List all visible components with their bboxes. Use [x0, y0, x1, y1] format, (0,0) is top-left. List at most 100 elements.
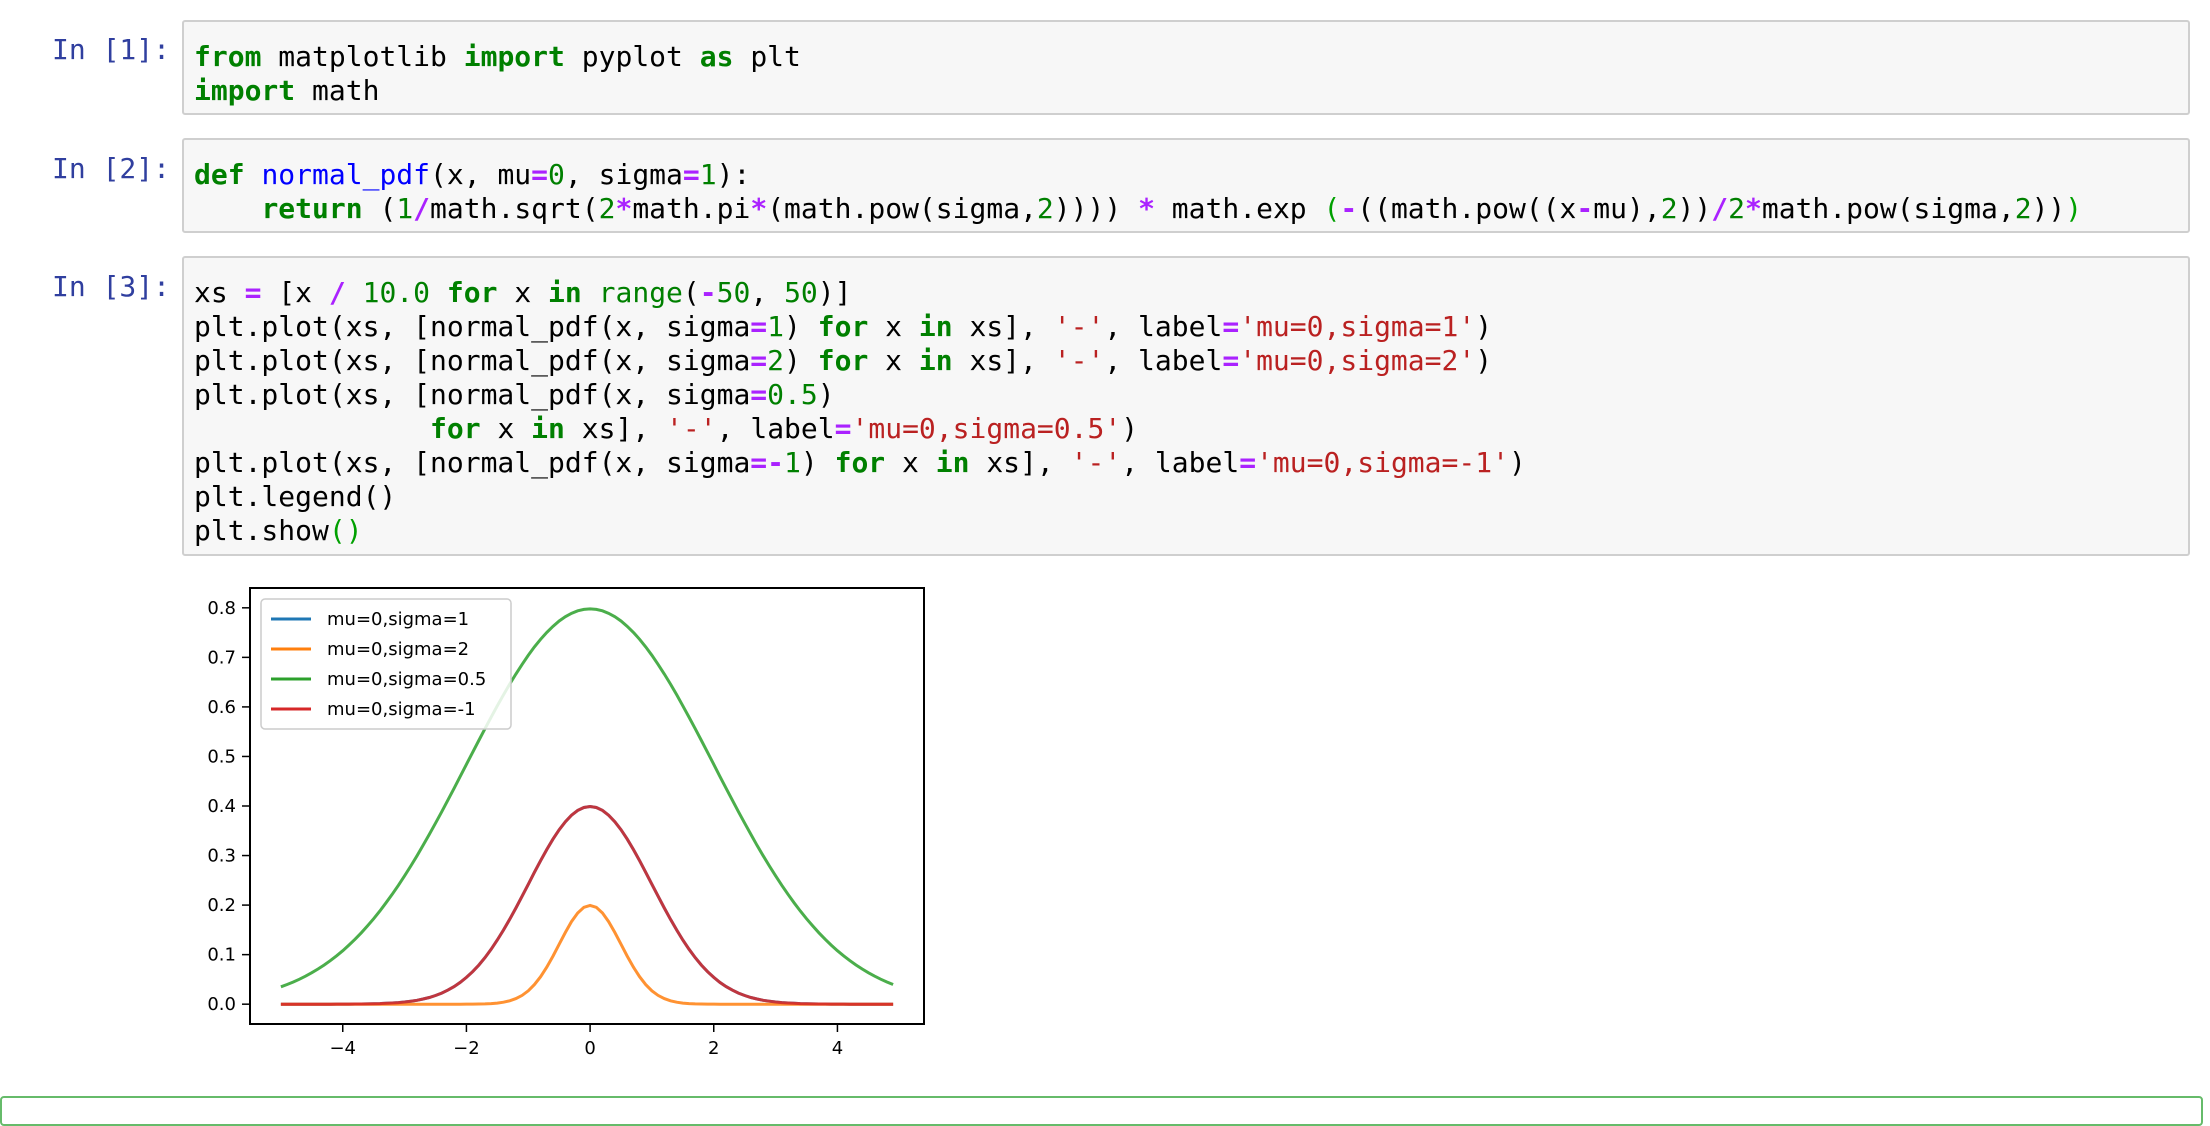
code-token: import [463, 40, 565, 73]
code-token: )))) [1053, 192, 1139, 225]
code-input[interactable]: from matplotlib import pyplot as plt imp… [182, 20, 2190, 115]
code-token: ((math.pow((x [1357, 192, 1577, 225]
code-input[interactable]: xs = [x / 10.0 for x in range(-50, 50)] … [182, 256, 2190, 556]
code-token: 0.5 [767, 378, 818, 411]
code-token: * [1138, 192, 1155, 225]
code-token: ( [1323, 192, 1341, 225]
code-token: xs], [969, 446, 1071, 479]
code-token: '-' [1070, 446, 1122, 479]
code-token: ( [682, 276, 700, 309]
code-token: (x, mu [430, 158, 532, 191]
code-line: for x in xs], '-', label='mu=0,sigma=0.5… [194, 412, 2178, 446]
code-token: - [1576, 192, 1594, 225]
y-tick-label: 0.7 [207, 647, 236, 668]
y-tick-label: 0.2 [207, 895, 236, 916]
y-tick-label: 0.8 [207, 598, 236, 619]
code-token: )] [817, 276, 852, 309]
code-token: ( [362, 192, 397, 225]
code-token: plt.legend() [194, 480, 397, 513]
code-token: = [1222, 344, 1240, 377]
legend-label: mu=0,sigma=2 [327, 639, 469, 660]
x-tick-label: 2 [708, 1038, 719, 1058]
code-token: [x [261, 276, 329, 309]
code-token: 1 [396, 192, 414, 225]
code-token: x [480, 412, 532, 445]
y-tick-label: 0.5 [207, 746, 236, 767]
code-token: xs], [952, 344, 1054, 377]
code-token: xs], [564, 412, 667, 445]
code-token: for [834, 446, 886, 479]
x-tick-label: 4 [832, 1038, 843, 1058]
cell-prompt: In [2]: [52, 152, 171, 185]
code-token: plt.plot(xs, [normal_pdf(x, sigma [194, 344, 751, 377]
code-token: xs], [952, 310, 1054, 343]
code-token: x [868, 310, 919, 343]
output-plot: −4 −2 0 2 4 0.0 0.1 0.2 0.3 0.4 0.5 0.6 0.7 0.8 mu=0… [207, 587, 925, 1058]
code-token: in [531, 412, 565, 445]
code-token: * [1744, 192, 1762, 225]
code-token: x [868, 344, 919, 377]
code-token: in [548, 276, 582, 309]
code-token: 50 [716, 276, 751, 309]
code-line: plt.legend() [194, 480, 2178, 514]
code-token: 2 [1660, 192, 1678, 225]
code-token: '-' [1053, 344, 1105, 377]
code-token: 1 [767, 310, 785, 343]
code-token: 'mu=0,sigma=-1' [1256, 446, 1509, 479]
code-token: from [194, 40, 262, 73]
code-line: return (1/math.sqrt(2*math.pi*(math.pow(… [194, 192, 2178, 226]
code-input[interactable]: def normal_pdf(x, mu=0, sigma=1): return… [182, 138, 2190, 233]
cell-prompt: In [3]: [52, 270, 171, 303]
code-token: 2 [598, 192, 616, 225]
code-token [194, 412, 430, 445]
code-token: math.pow(sigma, [1761, 192, 2015, 225]
code-token: in [918, 310, 953, 343]
y-tick-label: 0.3 [207, 846, 236, 867]
legend-label: mu=0,sigma=0.5 [327, 669, 486, 690]
code-token: = [750, 344, 768, 377]
next-code-cell[interactable] [0, 1096, 2203, 1126]
code-token: 2 [2014, 192, 2032, 225]
y-tick-label: 0.1 [207, 945, 236, 966]
code-token: = [531, 158, 549, 191]
code-token: , label [1104, 310, 1223, 343]
plot-legend: mu=0,sigma=1 mu=0,sigma=2 mu=0,sigma=0.5 mu… [260, 598, 512, 730]
y-tick-label: 0.6 [207, 697, 236, 718]
x-tick-label: 0 [584, 1038, 595, 1058]
code-token: * [750, 192, 768, 225]
code-token: in [918, 344, 953, 377]
code-token: ) [1508, 446, 1526, 479]
code-token: =- [750, 446, 785, 479]
code-token: - [699, 276, 717, 309]
code-token [346, 276, 363, 309]
code-token: x [885, 446, 936, 479]
code-line: plt.plot(xs, [normal_pdf(x, sigma=2) for… [194, 344, 2178, 378]
code-token: for [430, 412, 481, 445]
code-line: plt.show() [194, 514, 2178, 548]
code-token: = [750, 310, 768, 343]
code-token: 'mu=0,sigma=1' [1239, 310, 1476, 343]
code-token: , label [1104, 344, 1223, 377]
code-token: - [1340, 192, 1358, 225]
code-token: , label [716, 412, 835, 445]
code-token: )) [1677, 192, 1712, 225]
code-token: (math.pow(sigma, [767, 192, 1037, 225]
code-token: 50 [784, 276, 818, 309]
code-line: def normal_pdf(x, mu=0, sigma=1): [194, 158, 2178, 192]
code-token: in [935, 446, 970, 479]
code-token: ): [716, 158, 751, 191]
code-token: plt.show [194, 514, 329, 547]
code-token: ) [784, 344, 818, 377]
code-token: * [615, 192, 633, 225]
code-token: import [194, 74, 296, 107]
y-axis: 0.0 0.1 0.2 0.3 0.4 0.5 0.6 0.7 0.8 [207, 598, 250, 1015]
x-tick-label: −2 [453, 1038, 480, 1058]
code-token: / [413, 192, 431, 225]
code-token: return [261, 192, 363, 225]
code-token: xs [194, 276, 245, 309]
legend-label: mu=0,sigma=-1 [327, 699, 476, 720]
code-line: xs = [x / 10.0 for x in range(-50, 50)] [194, 276, 2178, 310]
code-token: mu), [1593, 192, 1661, 225]
code-token: ) [1121, 412, 1139, 445]
code-token: = [750, 378, 768, 411]
